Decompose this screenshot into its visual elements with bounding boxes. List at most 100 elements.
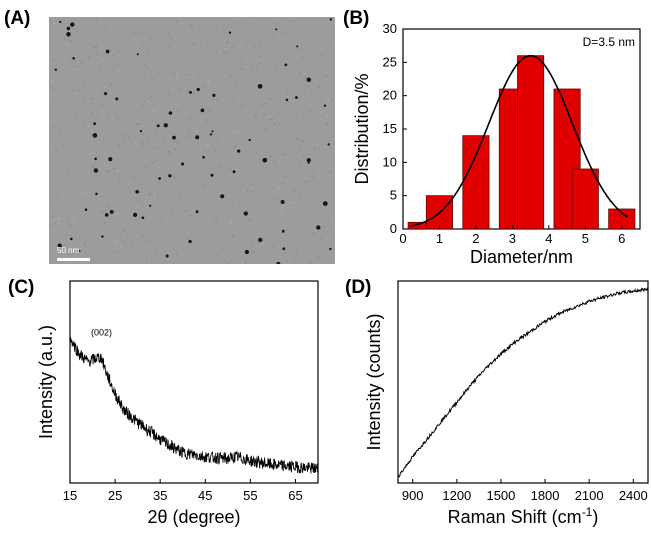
tem-noise bbox=[321, 200, 323, 203]
tem-noise bbox=[113, 167, 115, 170]
tem-noise bbox=[190, 45, 192, 48]
tem-micrograph: 50 nm bbox=[49, 17, 335, 264]
tem-noise bbox=[61, 91, 63, 94]
tem-noise bbox=[90, 202, 93, 204]
tem-noise bbox=[133, 175, 136, 177]
tem-noise bbox=[259, 42, 261, 44]
gaussian-fit-curve bbox=[410, 54, 628, 227]
tem-noise bbox=[133, 189, 135, 192]
tem-noise bbox=[278, 33, 280, 36]
y-axis-label-d: Intensity (counts) bbox=[364, 313, 384, 450]
nanoparticle bbox=[66, 32, 71, 37]
nanoparticle bbox=[141, 216, 145, 220]
tem-noise bbox=[120, 81, 123, 83]
tem-noise bbox=[185, 43, 188, 46]
tem-noise bbox=[259, 258, 262, 260]
tem-noise bbox=[82, 192, 84, 194]
tem-noise bbox=[207, 47, 209, 49]
nanoparticle bbox=[133, 212, 138, 217]
tem-noise bbox=[104, 152, 106, 154]
nanoparticle bbox=[211, 130, 214, 133]
tem-noise bbox=[93, 164, 95, 167]
tem-noise bbox=[276, 188, 279, 190]
tem-noise bbox=[265, 128, 267, 130]
tem-noise bbox=[53, 215, 56, 217]
tem-noise bbox=[167, 112, 169, 114]
x-axis-label-d: Raman Shift (cm-1) bbox=[448, 505, 599, 527]
tem-noise bbox=[221, 25, 224, 27]
tem-noise bbox=[71, 234, 73, 237]
tem-noise bbox=[152, 156, 154, 159]
x-tick-label-d: 1800 bbox=[531, 488, 560, 503]
annotation-b: D=3.5 nm bbox=[583, 35, 635, 49]
tem-noise bbox=[84, 182, 86, 184]
tem-noise bbox=[202, 185, 204, 187]
tem-noise bbox=[284, 153, 286, 155]
tem-noise bbox=[162, 76, 164, 78]
tem-noise bbox=[107, 258, 109, 261]
nanoparticle bbox=[195, 135, 200, 140]
tem-noise bbox=[57, 24, 60, 26]
tem-noise bbox=[167, 90, 170, 93]
peak-annotation-c: (002) bbox=[91, 328, 112, 338]
tem-noise bbox=[166, 33, 169, 35]
tem-noise bbox=[190, 76, 192, 78]
nanoparticle bbox=[105, 49, 110, 54]
tem-noise bbox=[101, 103, 103, 106]
tem-noise bbox=[299, 118, 301, 120]
tem-noise bbox=[177, 197, 179, 199]
tem-noise bbox=[203, 30, 205, 32]
tem-noise bbox=[214, 49, 217, 51]
nanoparticle bbox=[262, 157, 268, 163]
tem-noise bbox=[284, 121, 286, 123]
tem-noise bbox=[232, 154, 234, 156]
tem-noise bbox=[157, 182, 160, 184]
tem-noise bbox=[225, 77, 228, 79]
tem-noise bbox=[244, 63, 246, 65]
tem-noise bbox=[80, 62, 82, 64]
tem-noise bbox=[76, 66, 78, 68]
tem-noise bbox=[99, 165, 102, 168]
tem-noise bbox=[268, 191, 270, 193]
tem-noise bbox=[269, 207, 272, 209]
tem-noise bbox=[146, 112, 149, 115]
tem-noise bbox=[252, 251, 254, 254]
tem-noise bbox=[147, 172, 150, 175]
tem-noise bbox=[135, 235, 138, 237]
tem-noise bbox=[290, 86, 292, 88]
tem-noise bbox=[219, 223, 221, 226]
tem-noise bbox=[206, 144, 208, 147]
tem-noise bbox=[185, 210, 188, 212]
tem-noise bbox=[124, 34, 127, 37]
nanoparticle bbox=[323, 104, 327, 107]
tem-noise bbox=[163, 158, 165, 161]
tem-noise bbox=[199, 250, 201, 252]
tem-noise bbox=[237, 159, 239, 161]
tem-noise bbox=[105, 131, 107, 134]
tem-noise bbox=[217, 40, 219, 42]
tem-noise bbox=[142, 144, 144, 146]
tem-noise bbox=[158, 243, 160, 245]
tem-noise bbox=[326, 123, 328, 125]
tem-noise bbox=[304, 76, 306, 78]
tem-noise bbox=[72, 221, 75, 223]
tem-noise bbox=[109, 50, 111, 52]
tem-noise bbox=[286, 89, 288, 92]
tem-noise bbox=[146, 155, 148, 157]
nanoparticle bbox=[94, 157, 97, 161]
histogram-bar bbox=[517, 55, 545, 230]
tem-noise bbox=[267, 40, 269, 42]
tem-noise bbox=[251, 69, 254, 72]
tem-noise bbox=[278, 187, 280, 189]
tem-noise bbox=[99, 199, 101, 201]
tem-noise bbox=[166, 241, 168, 243]
tem-noise bbox=[269, 118, 272, 120]
tem-noise bbox=[100, 64, 102, 66]
tem-noise bbox=[297, 109, 300, 111]
nanoparticle bbox=[327, 143, 330, 146]
tem-noise bbox=[54, 63, 56, 66]
panel-label-d: (D) bbox=[345, 277, 372, 298]
nanoparticle bbox=[257, 83, 263, 89]
tem-noise bbox=[209, 239, 211, 241]
tem-noise bbox=[62, 74, 64, 77]
